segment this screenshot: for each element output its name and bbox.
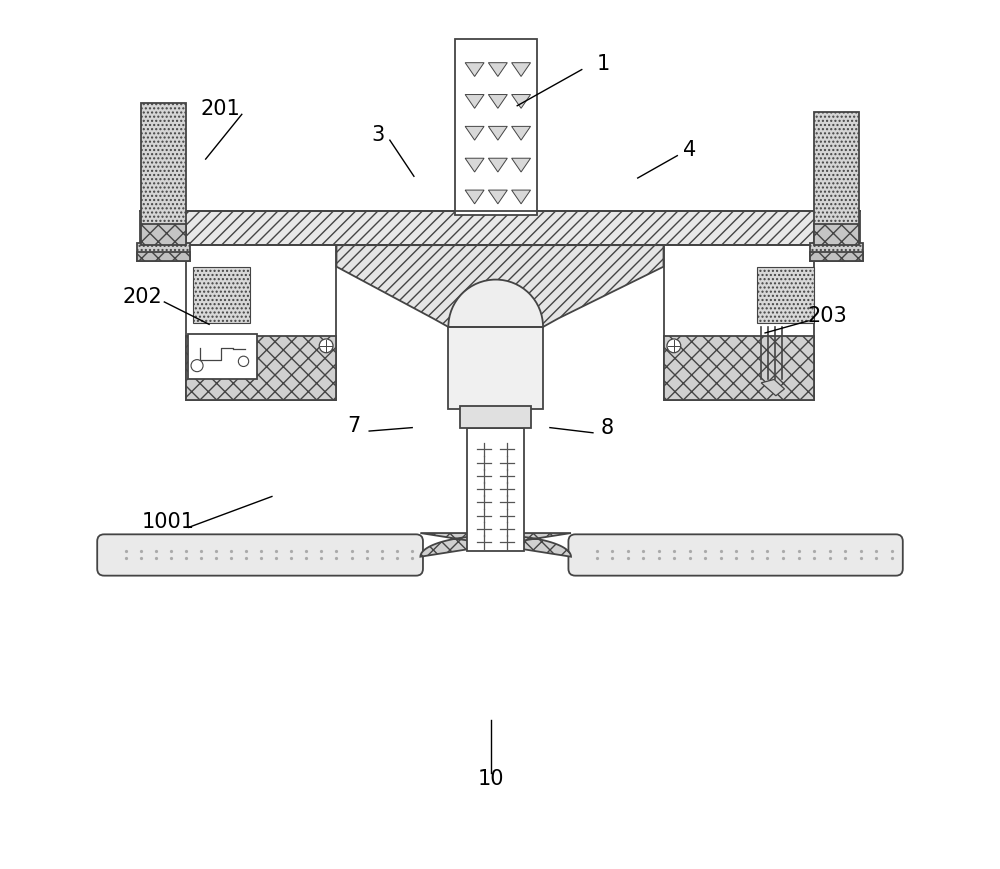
Polygon shape — [336, 245, 664, 327]
Bar — [664, 335, 814, 400]
Polygon shape — [512, 158, 531, 172]
Polygon shape — [488, 95, 507, 109]
Circle shape — [319, 339, 333, 353]
Circle shape — [191, 360, 203, 372]
Polygon shape — [465, 63, 484, 76]
Polygon shape — [465, 158, 484, 172]
Bar — [810, 243, 863, 261]
Bar — [140, 210, 860, 245]
Polygon shape — [465, 126, 484, 140]
Polygon shape — [488, 158, 507, 172]
Bar — [757, 267, 814, 322]
Polygon shape — [465, 95, 484, 109]
Bar — [814, 223, 859, 245]
Polygon shape — [488, 126, 507, 140]
Text: 202: 202 — [123, 287, 163, 307]
Bar — [141, 223, 186, 245]
Text: 10: 10 — [478, 769, 505, 789]
Polygon shape — [512, 126, 531, 140]
Bar — [193, 267, 250, 322]
Polygon shape — [512, 190, 531, 204]
Text: 8: 8 — [601, 418, 614, 438]
Text: 1001: 1001 — [142, 513, 195, 533]
FancyBboxPatch shape — [568, 534, 903, 575]
Text: 201: 201 — [200, 99, 240, 119]
Bar — [186, 335, 336, 400]
Text: 1: 1 — [597, 55, 610, 75]
Text: 4: 4 — [683, 141, 696, 161]
Bar — [141, 103, 186, 245]
Bar — [448, 327, 543, 408]
Polygon shape — [420, 533, 571, 557]
Circle shape — [667, 339, 681, 353]
Polygon shape — [488, 63, 507, 76]
Polygon shape — [761, 380, 784, 395]
Bar — [460, 406, 531, 428]
Bar — [137, 243, 190, 261]
Polygon shape — [488, 190, 507, 204]
Bar — [186, 245, 336, 400]
Bar — [188, 334, 257, 379]
Polygon shape — [465, 190, 484, 204]
Text: 203: 203 — [807, 306, 847, 326]
Bar — [467, 428, 524, 551]
Text: 3: 3 — [371, 125, 384, 145]
Bar — [810, 252, 863, 261]
Wedge shape — [448, 280, 543, 327]
Polygon shape — [512, 95, 531, 109]
Circle shape — [238, 356, 249, 367]
FancyBboxPatch shape — [97, 534, 423, 575]
Polygon shape — [512, 63, 531, 76]
Bar — [814, 112, 859, 245]
Bar — [664, 245, 814, 400]
Text: 7: 7 — [347, 416, 360, 436]
Bar — [137, 252, 190, 261]
Bar — [455, 38, 537, 215]
